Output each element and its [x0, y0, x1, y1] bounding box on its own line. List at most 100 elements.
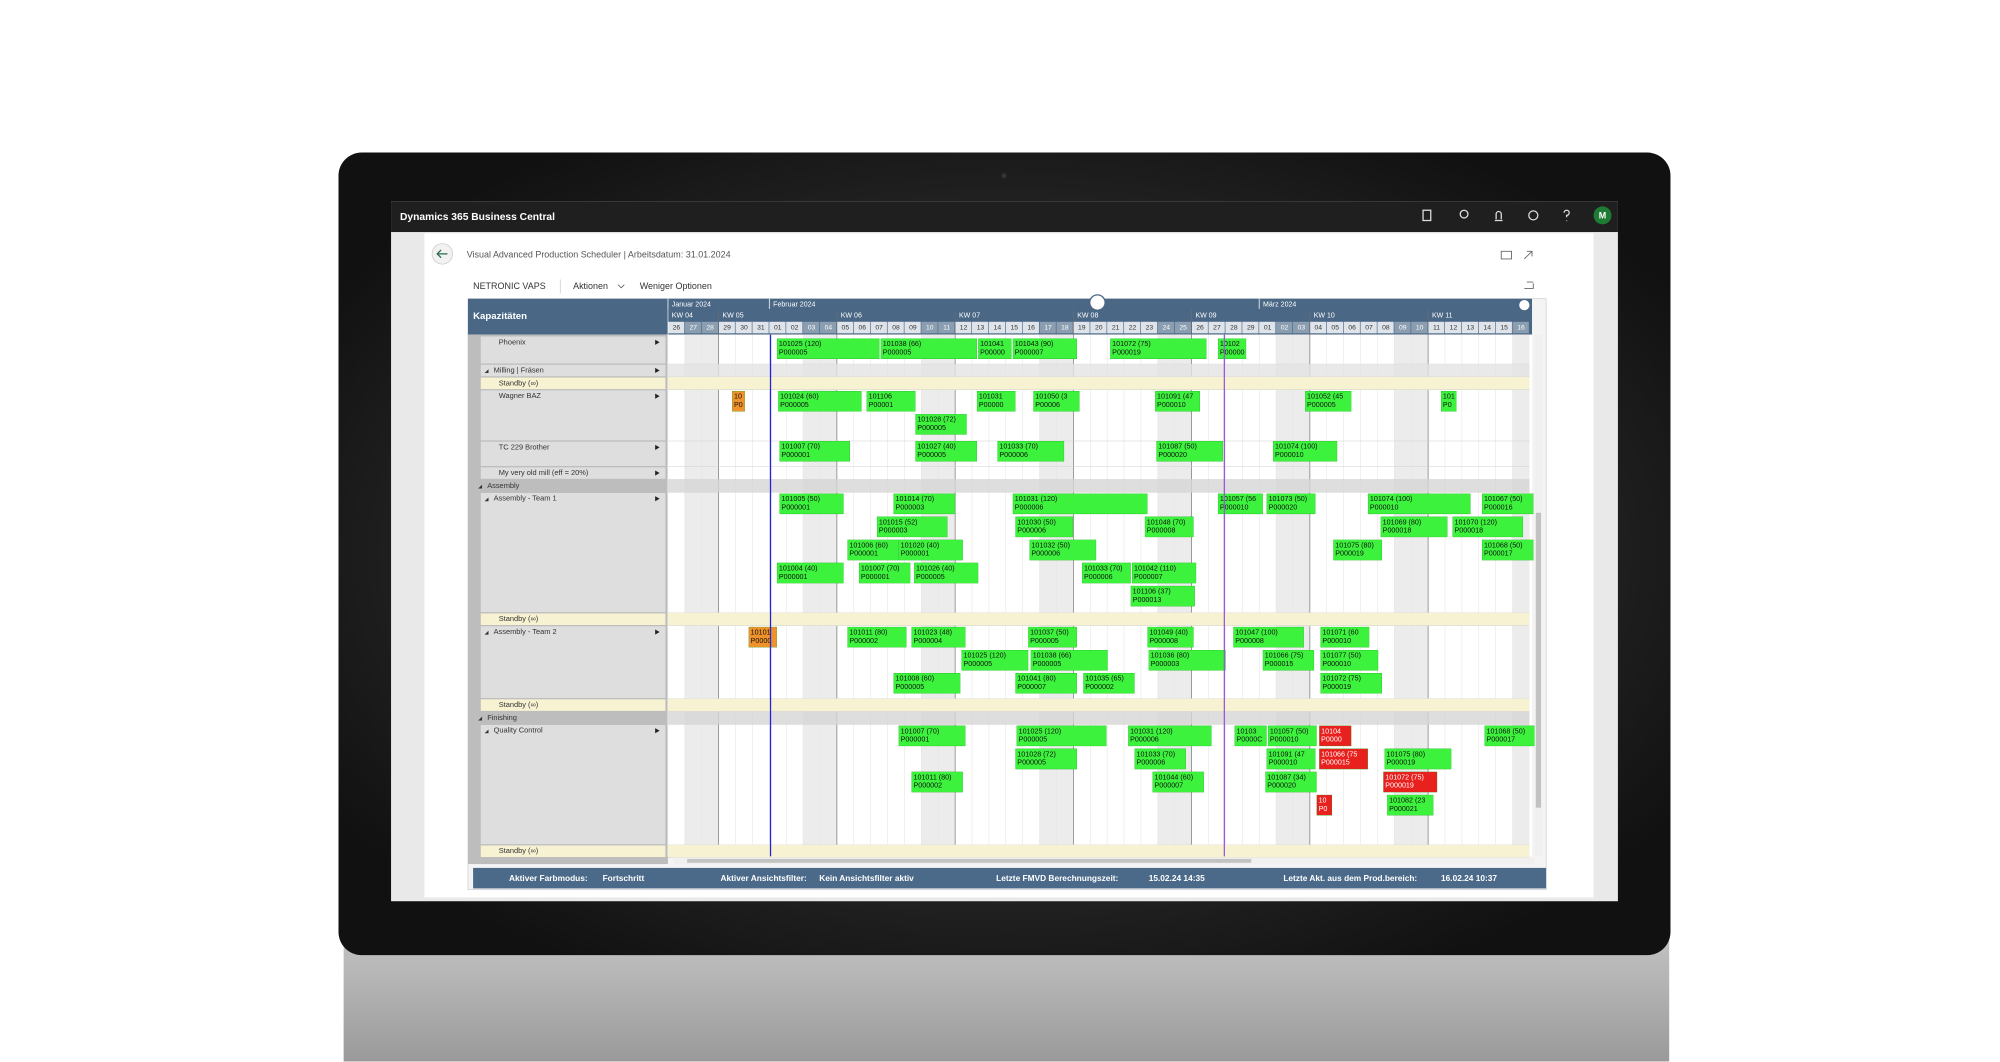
job-bar[interactable]: 101087 (34)P000020: [1265, 771, 1317, 793]
job-bar[interactable]: 101028 (72)P000005: [915, 414, 967, 435]
icon-doc[interactable]: [1422, 209, 1432, 222]
row-arrow[interactable]: [655, 339, 660, 345]
job-bar[interactable]: 101033 (70)P000006: [1134, 748, 1186, 770]
job-bar[interactable]: 101025 (120)P000005: [776, 338, 880, 359]
job-bar[interactable]: 101035 (65)P000002: [1083, 673, 1135, 694]
job-bar[interactable]: 101036 (80)P000003: [1148, 649, 1226, 671]
job-bar[interactable]: 101024 (60)P000005: [778, 391, 862, 412]
job-bar[interactable]: 101057 (50)P000010: [1267, 725, 1317, 747]
job-bar[interactable]: 101031 (120)P000006: [1128, 725, 1212, 747]
job-bar[interactable]: 101044 (60)P000007: [1152, 771, 1204, 793]
job-bar[interactable]: 101068 (50)P000017: [1482, 539, 1534, 561]
job-bar[interactable]: 101067 (50)P000016: [1482, 493, 1534, 515]
share-icon[interactable]: [1524, 281, 1534, 289]
job-bar[interactable]: 101031 (120)P000006: [1012, 493, 1148, 515]
row-arrow[interactable]: [655, 470, 660, 476]
job-bar[interactable]: 101073 (50)P000020: [1266, 493, 1316, 515]
job-bar[interactable]: 101074 (100)P000010: [1367, 493, 1471, 515]
h-scroll-thumb[interactable]: [687, 858, 1252, 863]
icon-help[interactable]: [1563, 209, 1570, 222]
job-bar[interactable]: 101011 (80)P000002: [847, 626, 907, 648]
icon-search[interactable]: [1459, 209, 1469, 219]
job-bar[interactable]: 101008 (60)P000005: [893, 673, 961, 694]
job-bar[interactable]: 101007 (70)P000001: [858, 562, 911, 584]
job-bar[interactable]: 101068 (50)P000017: [1484, 725, 1536, 747]
expander-icon[interactable]: [484, 630, 489, 635]
job-bar[interactable]: 101066 (75)P000015: [1262, 649, 1315, 671]
job-bar[interactable]: 101038 (66)P000005: [1030, 649, 1108, 671]
job-bar[interactable]: 101070 (120)P000018: [1452, 516, 1524, 538]
job-bar[interactable]: 101047 (100)P000008: [1233, 626, 1304, 648]
expander-icon[interactable]: [478, 484, 483, 489]
job-bar[interactable]: 101027 (40)P000005: [915, 441, 977, 462]
job-bar[interactable]: 101020 (40)P000001: [898, 539, 963, 561]
page-icons[interactable]: [1500, 250, 1533, 260]
job-bar[interactable]: 101032 (50)P000006: [1029, 539, 1097, 561]
job-bar[interactable]: 101106 (37)P000013: [1130, 585, 1195, 607]
job-bar[interactable]: 101025 (120)P000005: [1016, 725, 1107, 747]
job-bar[interactable]: 101028 (72)P000005: [1015, 748, 1077, 770]
row-arrow[interactable]: [655, 496, 660, 502]
job-bar[interactable]: 101087 (50)P000020: [1156, 441, 1224, 462]
job-bar[interactable]: 101072 (75)P000019: [1383, 771, 1438, 793]
job-bar[interactable]: 101007 (70)P000001: [898, 725, 966, 747]
job-bar[interactable]: 101049 (40)P000008: [1147, 626, 1194, 648]
job-bar[interactable]: 101038 (66)P000005: [880, 338, 977, 359]
job-bar[interactable]: 101025 (120)P000005: [961, 649, 1029, 671]
job-bar[interactable]: 101072 (75)P000019: [1110, 338, 1207, 359]
job-bar[interactable]: 101043 (90)P000007: [1012, 338, 1077, 359]
job-bar[interactable]: 101005 (50)P000001: [779, 493, 844, 515]
job-bar[interactable]: 101023 (48)P000004: [911, 626, 966, 648]
job-bar[interactable]: 101030 (50)P000006: [1015, 516, 1074, 538]
job-bar[interactable]: 101033 (70)P000006: [997, 441, 1065, 462]
job-bar[interactable]: 101033 (70)P000006: [1082, 562, 1131, 584]
job-bar[interactable]: 101014 (70)P000003: [893, 493, 956, 515]
action-item[interactable]: NETRONIC VAPS: [473, 281, 546, 291]
job-bar[interactable]: 101015 (52)P000003: [876, 516, 948, 538]
job-bar[interactable]: 101074 (100)P000010: [1273, 441, 1338, 462]
job-bar[interactable]: 101072 (75)P000019: [1320, 673, 1383, 694]
job-bar[interactable]: 101004 (40)P000001: [776, 562, 844, 584]
job-bar[interactable]: 101011 (80)P000002: [911, 771, 963, 793]
job-bar[interactable]: 101007 (70)P000001: [779, 441, 851, 462]
job-bar[interactable]: 101069 (80)P000018: [1380, 516, 1448, 538]
job-bar[interactable]: 101026 (40)P000005: [914, 562, 979, 584]
job-bar[interactable]: 101075 (80)P000019: [1333, 539, 1383, 561]
icon-bell[interactable]: [1494, 210, 1503, 222]
row-arrow[interactable]: [655, 444, 660, 450]
v-scroll-thumb[interactable]: [1535, 512, 1541, 808]
action-item[interactable]: Aktionen: [573, 281, 608, 291]
action-item[interactable]: Weniger Optionen: [640, 281, 712, 291]
row-arrow[interactable]: [655, 629, 660, 635]
job-bar[interactable]: 101042 (110)P000007: [1132, 562, 1197, 584]
job-bar[interactable]: 101006 (60)P000001: [847, 539, 899, 561]
job-bar[interactable]: 101077 (50)P000010: [1320, 649, 1379, 671]
expander-icon[interactable]: [484, 497, 489, 502]
job-bar[interactable]: 101037 (50)P000005: [1028, 626, 1077, 648]
row-arrow[interactable]: [655, 367, 660, 374]
job-bar[interactable]: 101041 (80)P000007: [1015, 673, 1077, 694]
job-bar[interactable]: 101048 (70)P000008: [1144, 516, 1194, 538]
user-avatar[interactable]: [1593, 206, 1612, 225]
expander-icon[interactable]: [484, 369, 489, 374]
expander-icon[interactable]: [478, 716, 483, 721]
icon-settings[interactable]: [1528, 210, 1539, 221]
